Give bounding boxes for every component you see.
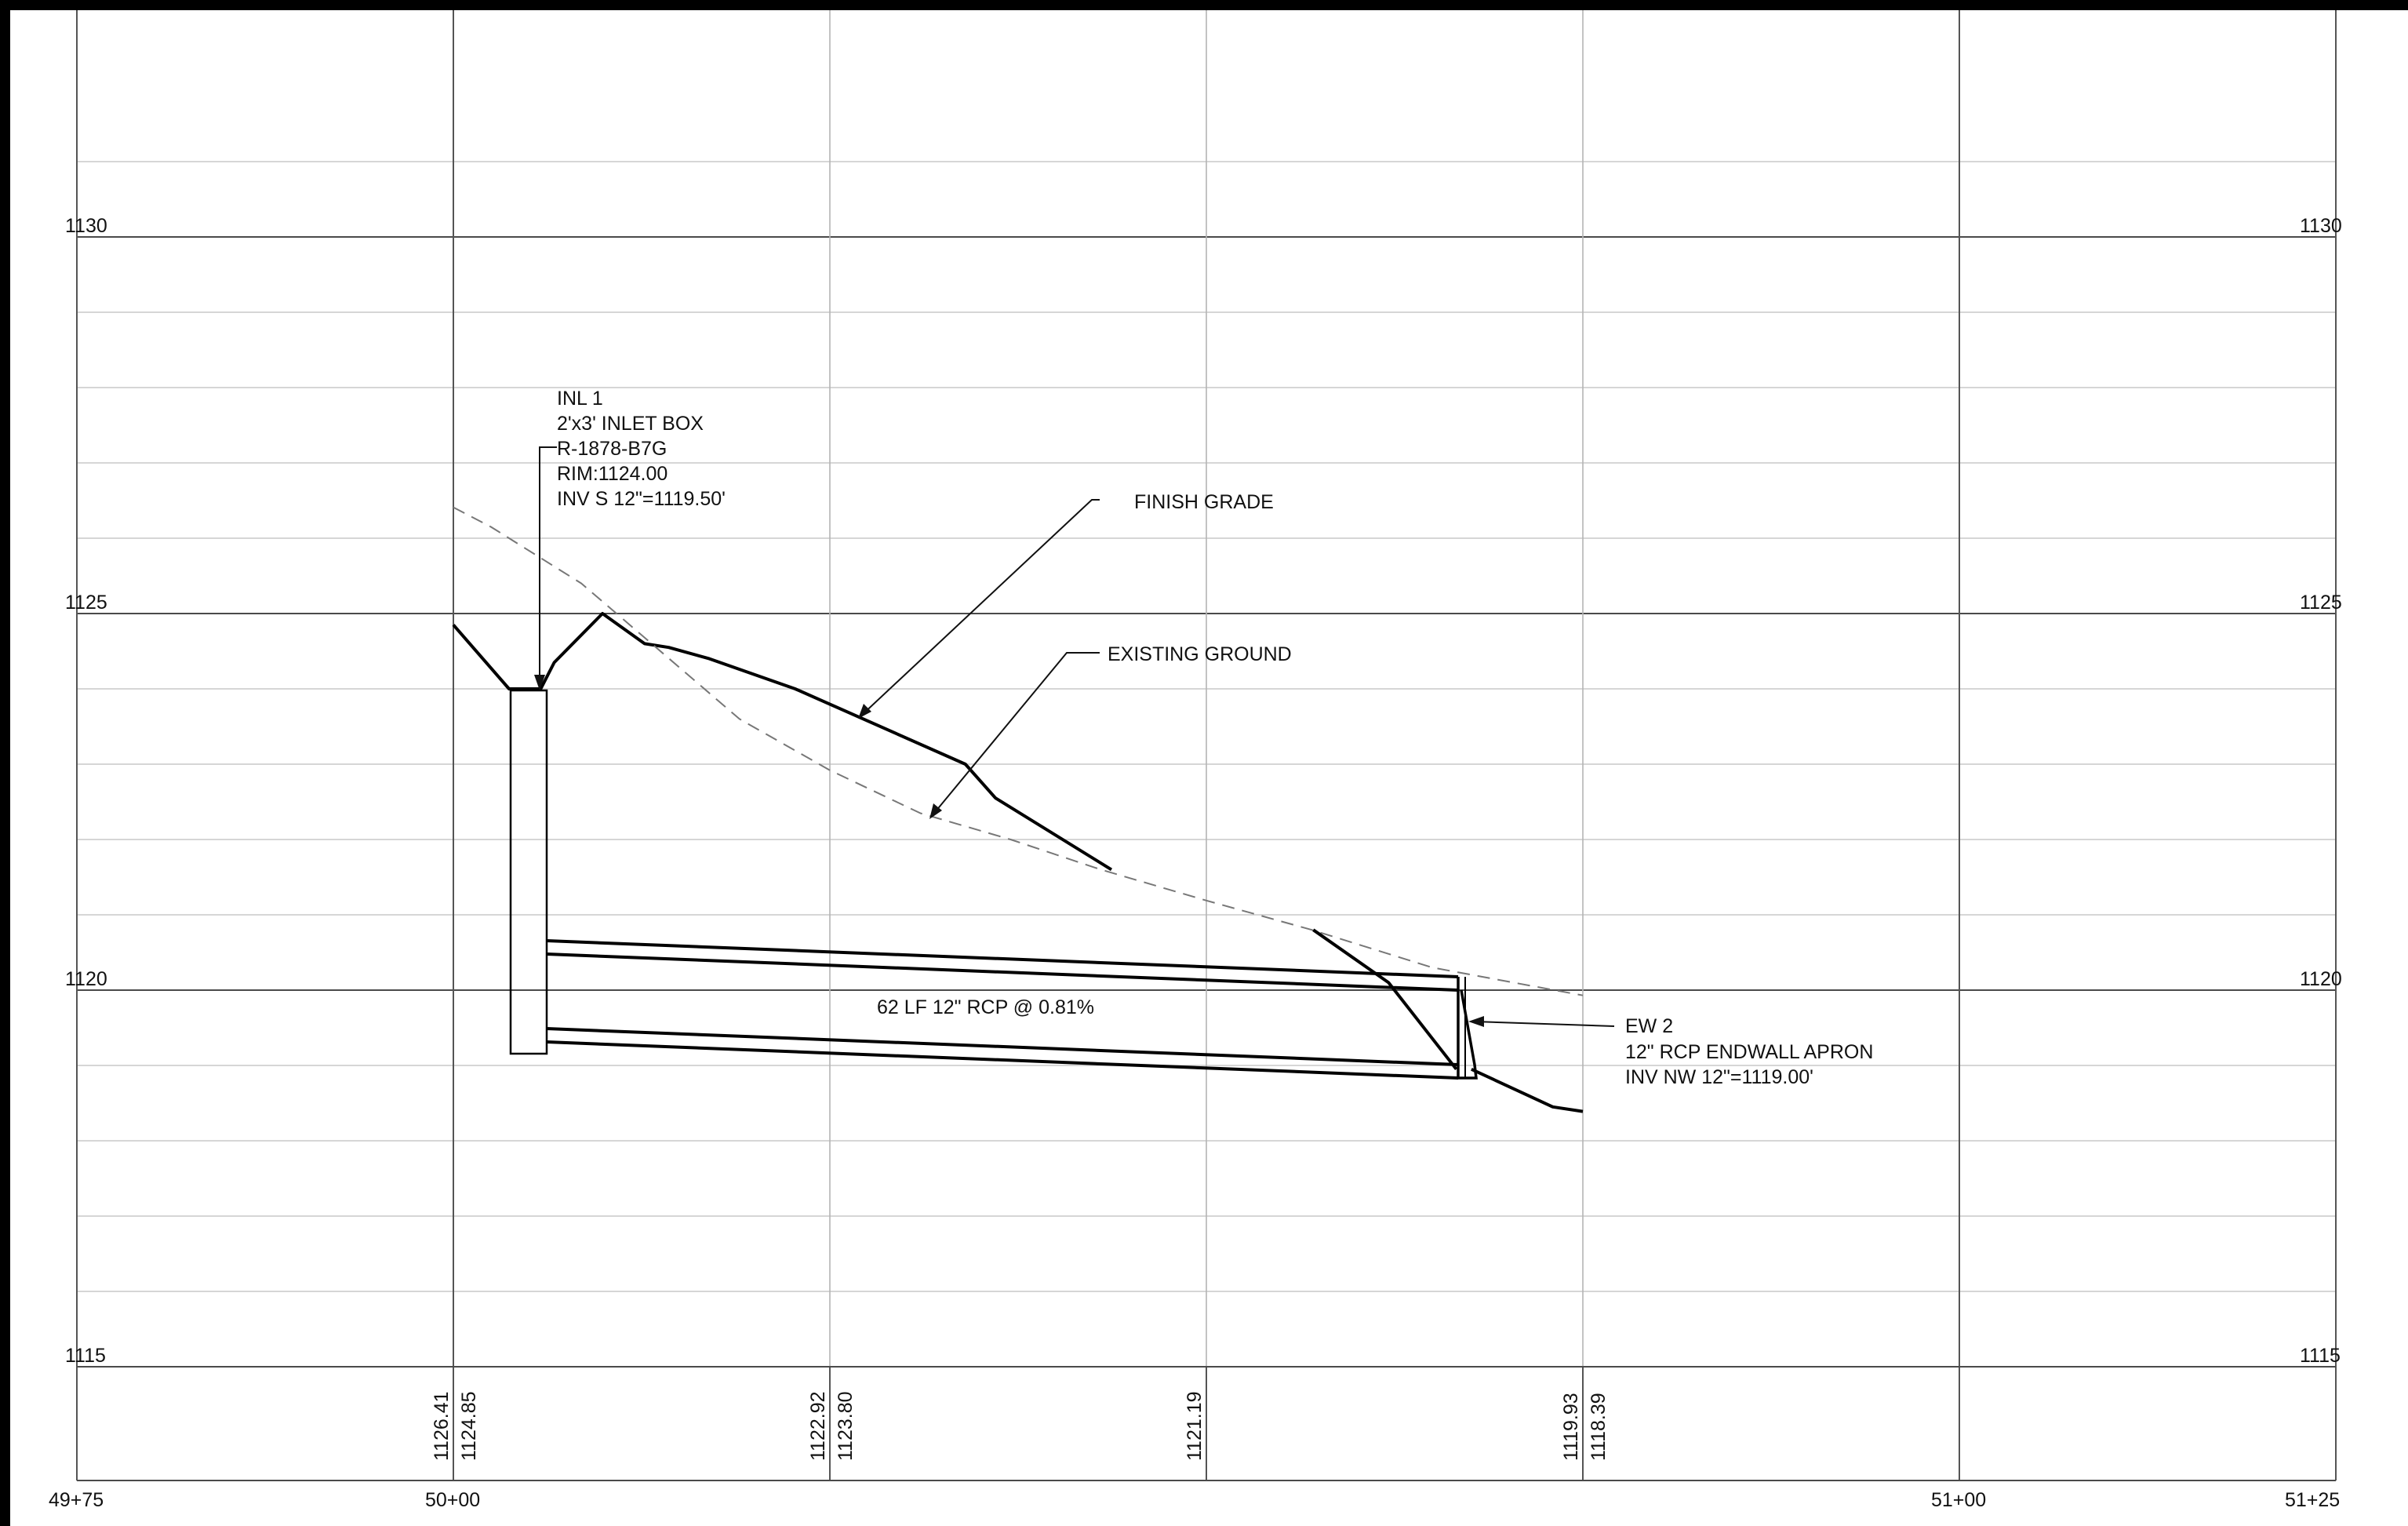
inlet-callout-line-4: RIM:1124.00 [557, 463, 667, 485]
elevation-label-1130: 1130 [65, 215, 107, 237]
elevation-label-1130-right: 1130 [2300, 215, 2342, 237]
station-label-51-25: 51+25 [2285, 1489, 2340, 1511]
inlet-structure [511, 690, 547, 1054]
finish-grade-leader [860, 500, 1100, 716]
station-label-49-75: 49+75 [49, 1489, 104, 1511]
top-border [0, 0, 2408, 10]
left-border [0, 0, 10, 1526]
existing-ground-line-1 [453, 508, 1583, 996]
endwall-leader [1475, 1022, 1614, 1026]
band-proposed-50-00: 1124.85 [458, 1391, 480, 1461]
band-proposed-50-25: 1123.80 [835, 1391, 857, 1461]
endwall-callout: EW 2 12" RCP ENDWALL APRON INV NW 12"=11… [1468, 1015, 1873, 1088]
inlet-leader [540, 447, 557, 681]
elevation-label-1115-right: 1115 [2300, 1345, 2341, 1367]
endwall-apron [1458, 977, 1476, 1078]
endwall-structure [1458, 977, 1476, 1078]
station-label-51-00: 51+00 [1931, 1489, 1986, 1511]
station-labels: 49+75 50+00 51+00 51+25 [49, 1489, 2340, 1511]
existing-ground-label: EXISTING GROUND [1108, 643, 1292, 665]
outfall-grade-line-2 [1313, 930, 1456, 1069]
band-existing-50-00: 1126.41 [431, 1391, 453, 1461]
existing-ground-leader [932, 653, 1100, 816]
band-existing-50-75: 1119.93 [1560, 1393, 1582, 1461]
inlet-callout-line-2: 2'x3' INLET BOX [557, 413, 704, 435]
endwall-callout-line-1: EW 2 [1625, 1015, 1673, 1037]
band-existing-50-25: 1122.92 [807, 1391, 829, 1461]
elevation-label-1125-right: 1125 [2300, 592, 2342, 614]
band-values: 1126.41 1124.85 1122.92 1123.80 1121.19 … [431, 1391, 1610, 1461]
inlet-callout-line-3: R-1878-B7G [557, 438, 667, 460]
endwall-callout-line-2: 12" RCP ENDWALL APRON [1625, 1041, 1873, 1063]
elevation-label-1125: 1125 [65, 592, 107, 614]
finish-grade-callout: FINISH GRADE [858, 491, 1274, 719]
elevation-label-1120-right: 1120 [2300, 968, 2342, 990]
endwall-leader-arrow [1468, 1016, 1484, 1027]
elevation-label-1120: 1120 [65, 968, 107, 990]
grid [77, 10, 2336, 1480]
inlet-callout-line-5: INV S 12"=1119.50' [557, 488, 726, 510]
profile-series [453, 508, 1583, 1112]
band-proposed-50-75: 1118.39 [1588, 1393, 1610, 1461]
finish-grade-leader-arrow [858, 704, 871, 719]
finish-grade-label: FINISH GRADE [1134, 491, 1274, 513]
inlet-callout: INL 1 2'x3' INLET BOX R-1878-B7G RIM:112… [534, 388, 726, 690]
inlet-callout-line-1: INL 1 [557, 388, 603, 410]
station-label-50-00: 50+00 [425, 1489, 480, 1511]
band-existing-50-50: 1121.19 [1184, 1391, 1206, 1461]
endwall-callout-line-3: INV NW 12"=1119.00' [1625, 1066, 1813, 1088]
finish-grade-line-0 [453, 614, 1111, 869]
pipe-label: 62 LF 12" RCP @ 0.81% [877, 996, 1094, 1018]
existing-ground-callout: EXISTING GROUND [929, 643, 1292, 819]
inlet-box [511, 690, 547, 1054]
outfall-grade-line-3 [1471, 1069, 1583, 1112]
elevation-label-1115: 1115 [65, 1345, 106, 1367]
